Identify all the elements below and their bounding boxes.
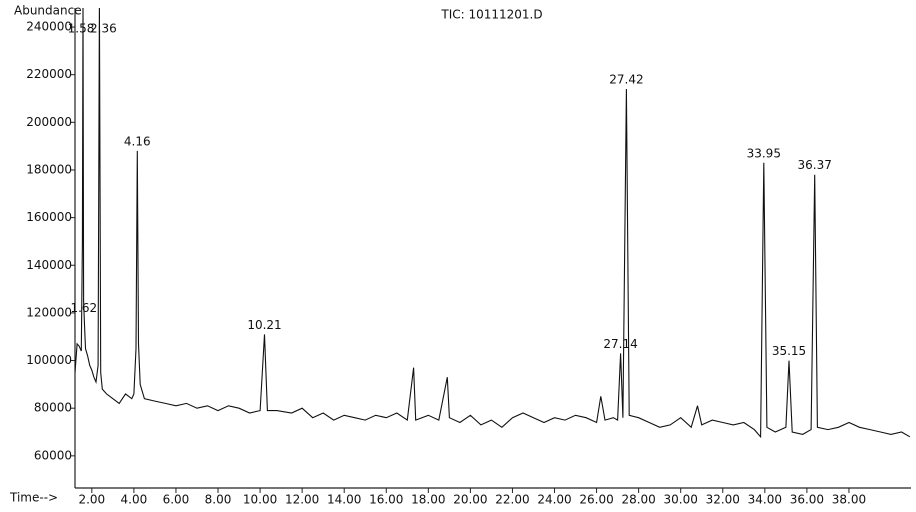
x-tick-label: 22.00	[495, 493, 529, 507]
y-tick-label: 140000	[26, 258, 72, 272]
y-tick-label: 120000	[26, 305, 72, 319]
x-tick-label: 30.00	[664, 493, 698, 507]
peak-label: 10.21	[247, 318, 281, 332]
x-tick-label: 8.00	[205, 493, 232, 507]
y-tick-label: 100000	[26, 353, 72, 367]
x-tick-label: 12.00	[285, 493, 319, 507]
x-tick-label: 6.00	[163, 493, 190, 507]
y-tick-label: 240000	[26, 20, 72, 34]
x-tick-label: 14.00	[327, 493, 361, 507]
peak-label: 27.42	[609, 72, 643, 86]
chart-title: TIC: 10111201.D	[440, 8, 542, 22]
x-tick-label: 28.00	[621, 493, 655, 507]
y-tick-label: 160000	[26, 210, 72, 224]
peak-label: 35.15	[772, 344, 806, 358]
y-tick-label: 200000	[26, 115, 72, 129]
y-tick-label: 220000	[26, 67, 72, 81]
peak-label: 1.62	[70, 301, 97, 315]
x-tick-label: 10.00	[243, 493, 277, 507]
x-tick-label: 26.00	[579, 493, 613, 507]
x-tick-label: 24.00	[537, 493, 571, 507]
y-tick-label: 60000	[34, 448, 72, 462]
peak-label: 2.36	[90, 22, 117, 36]
tic-trace	[75, 3, 910, 437]
x-tick-label: 18.00	[411, 493, 445, 507]
x-tick-label: 2.00	[78, 493, 105, 507]
y-tick-label: 180000	[26, 162, 72, 176]
chart: TIC: 10111201.D Abundance Time--> 60000 8…	[0, 0, 916, 512]
x-tick-label: 4.00	[121, 493, 148, 507]
peak-label: 33.95	[747, 146, 781, 160]
y-axis-label: Abundance	[14, 4, 82, 18]
x-tick-label: 36.00	[790, 493, 824, 507]
x-axis-label: Time-->	[9, 491, 58, 505]
x-tick-label: 16.00	[369, 493, 403, 507]
peak-label: 36.37	[797, 158, 831, 172]
peak-label: 27.14	[603, 337, 637, 351]
x-tick-label: 38.00	[832, 493, 866, 507]
x-tick-label: 20.00	[453, 493, 487, 507]
y-tick-label: 80000	[34, 401, 72, 415]
x-tick-label: 32.00	[706, 493, 740, 507]
peak-label: 4.16	[124, 134, 151, 148]
x-tick-label: 34.00	[748, 493, 782, 507]
